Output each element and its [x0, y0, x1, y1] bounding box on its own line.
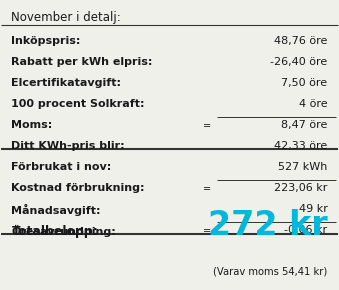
- Text: Elcertifikatavgift:: Elcertifikatavgift:: [12, 78, 121, 88]
- Text: 223,06 kr: 223,06 kr: [274, 183, 327, 193]
- Text: =: =: [203, 122, 211, 131]
- Text: 49 kr: 49 kr: [299, 204, 327, 214]
- Text: Månadsavgift:: Månadsavgift:: [12, 204, 101, 216]
- Text: (Varav moms 54,41 kr): (Varav moms 54,41 kr): [213, 267, 327, 276]
- Text: 7,50 öre: 7,50 öre: [281, 78, 327, 88]
- Text: Totalbelopp:: Totalbelopp:: [12, 225, 98, 238]
- Text: =: =: [203, 226, 211, 236]
- Text: =: =: [203, 184, 211, 194]
- Text: Ditt KWh-pris blir:: Ditt KWh-pris blir:: [12, 141, 125, 151]
- Text: 42,33 öre: 42,33 öre: [274, 141, 327, 151]
- Text: 272 kr: 272 kr: [208, 209, 327, 242]
- Text: Öresavrundning:: Öresavrundning:: [12, 224, 116, 237]
- Text: 4 öre: 4 öre: [299, 99, 327, 109]
- Text: 8,47 öre: 8,47 öre: [281, 120, 327, 130]
- Text: Inköpspris:: Inköpspris:: [12, 36, 81, 46]
- Text: 48,76 öre: 48,76 öre: [274, 36, 327, 46]
- Text: 527 kWh: 527 kWh: [278, 162, 327, 172]
- Text: Rabatt per kWh elpris:: Rabatt per kWh elpris:: [12, 57, 153, 67]
- Text: -26,40 öre: -26,40 öre: [270, 57, 327, 67]
- Text: -0,06 kr: -0,06 kr: [284, 224, 327, 235]
- Text: Kostnad förbrukning:: Kostnad förbrukning:: [12, 183, 145, 193]
- Text: Moms:: Moms:: [12, 120, 53, 130]
- Text: November i detalj:: November i detalj:: [12, 11, 121, 24]
- Text: 100 procent Solkraft:: 100 procent Solkraft:: [12, 99, 145, 109]
- Text: Förbrukat i nov:: Förbrukat i nov:: [12, 162, 112, 172]
